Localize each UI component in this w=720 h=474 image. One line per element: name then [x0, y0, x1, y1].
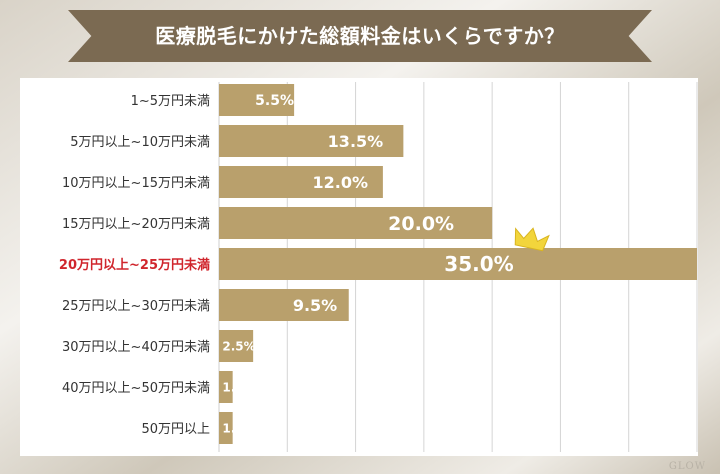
- category-label: 5万円以上~10万円未満: [70, 135, 210, 150]
- chart-title: 医療脱毛にかけた総額料金はいくらですか？: [155, 24, 565, 48]
- bar: [219, 248, 697, 280]
- value-label: 5.5%: [255, 93, 294, 109]
- category-label: 1~5万円未満: [131, 94, 210, 109]
- category-label: 25万円以上~30万円未満: [62, 299, 210, 314]
- bar: [219, 412, 233, 444]
- value-label: 35.0%: [444, 252, 513, 276]
- title-banner: [68, 10, 652, 62]
- crown-icon: [514, 227, 550, 252]
- value-label: 9.5%: [293, 296, 337, 315]
- category-label: 20万円以上~25万円未満: [59, 257, 210, 273]
- value-label: 1.0%: [222, 380, 255, 394]
- bar: [219, 371, 233, 403]
- bars: [219, 84, 697, 444]
- bar: [219, 84, 295, 116]
- category-label: 15万円以上~20万円未満: [62, 217, 210, 232]
- value-label: 1.0%: [222, 421, 255, 435]
- bar: [219, 330, 254, 362]
- value-label: 13.5%: [328, 132, 384, 151]
- category-label: 10万円以上~15万円未満: [62, 176, 210, 191]
- bar: [219, 125, 404, 157]
- watermark-logo: GLOW: [668, 461, 706, 472]
- category-label: 30万円以上~40万円未満: [62, 340, 210, 355]
- value-label: 20.0%: [388, 213, 454, 235]
- category-label: 40万円以上~50万円未満: [62, 381, 210, 396]
- bar: [219, 207, 493, 239]
- bar: [219, 289, 349, 321]
- value-label: 12.0%: [313, 173, 369, 192]
- labels: 1~5万円未満 5.5% 5万円以上~10万円未満 13.5% 10万円以上~15万円未…: [59, 93, 550, 437]
- category-label: 50万円以上: [141, 422, 210, 437]
- bar: [219, 166, 383, 198]
- value-label: 2.5%: [222, 339, 255, 353]
